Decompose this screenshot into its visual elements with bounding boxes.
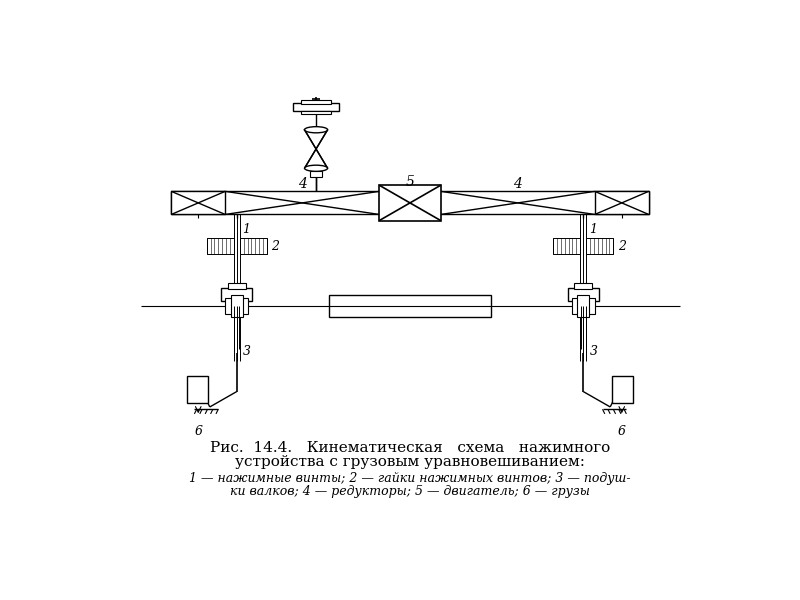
Bar (379, 185, 441, 221)
Bar (586, 238, 614, 254)
Text: устройства с грузовым уравновешиванием:: устройства с грузовым уравновешиванием: (235, 455, 585, 469)
Bar (240, 238, 266, 254)
Bar (310, 172, 322, 178)
Bar (227, 300, 246, 306)
Bar (171, 191, 226, 214)
Bar (301, 100, 331, 104)
Text: 3: 3 (243, 346, 251, 358)
Bar (577, 295, 590, 317)
Bar (206, 238, 234, 254)
Text: 2: 2 (618, 239, 626, 253)
Text: 4: 4 (298, 176, 306, 191)
Text: 1 — нажимные винты; 2 — гайки нажимных винтов; 3 — подуш-: 1 — нажимные винты; 2 — гайки нажимных в… (189, 472, 631, 485)
Bar (612, 376, 634, 403)
Text: 6: 6 (194, 425, 202, 437)
Bar (301, 110, 331, 113)
Ellipse shape (305, 165, 328, 172)
Text: 1: 1 (589, 223, 597, 236)
Text: 1: 1 (242, 223, 250, 236)
Text: ки валков; 4 — редукторы; 5 — двигатель; 6 — грузы: ки валков; 4 — редукторы; 5 — двигатель;… (230, 485, 590, 498)
Bar (171, 191, 649, 214)
Text: 3: 3 (590, 346, 598, 358)
Bar (329, 295, 491, 317)
Bar (230, 295, 243, 317)
Text: 4: 4 (514, 176, 522, 191)
Bar (572, 298, 595, 314)
Bar (293, 103, 339, 110)
Ellipse shape (305, 127, 328, 133)
Bar (594, 191, 649, 214)
Bar (568, 287, 598, 301)
Bar (574, 300, 593, 306)
Text: Рис.  14.4.   Кинематическая   схема   нажимного: Рис. 14.4. Кинематическая схема нажимног… (210, 441, 610, 455)
Text: 2: 2 (271, 239, 279, 253)
Text: 5: 5 (406, 175, 414, 189)
Bar (222, 287, 252, 301)
Bar (554, 238, 580, 254)
Bar (226, 298, 248, 314)
Bar (574, 283, 593, 289)
Text: 6: 6 (618, 425, 626, 437)
Bar (227, 283, 246, 289)
Bar (186, 376, 208, 403)
